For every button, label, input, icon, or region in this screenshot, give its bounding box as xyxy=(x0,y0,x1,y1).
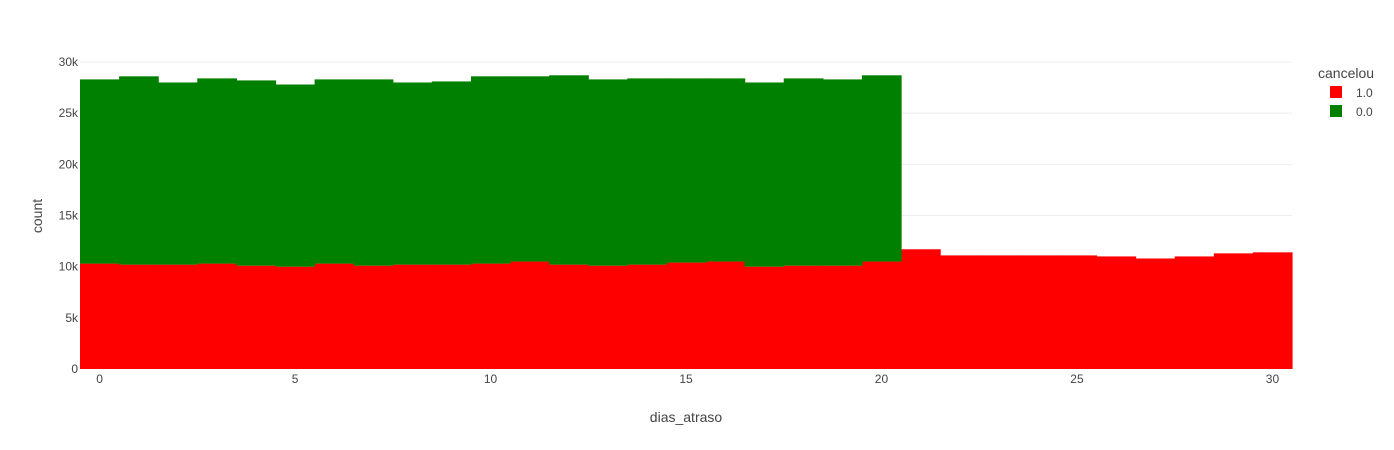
y-axis-title: count xyxy=(29,199,45,233)
x-tick-label: 15 xyxy=(679,372,693,386)
legend-title: cancelou xyxy=(1318,65,1374,81)
bar-series-0.0[interactable] xyxy=(783,78,824,266)
x-tick-label: 0 xyxy=(96,372,103,386)
bar-series-0.0[interactable] xyxy=(197,78,237,264)
legend-item-1[interactable]: 1.0 xyxy=(1330,86,1373,100)
bar-series-0.0[interactable] xyxy=(119,76,159,265)
bar-series-1.0[interactable] xyxy=(627,264,668,369)
bar-series-1.0[interactable] xyxy=(1174,256,1215,369)
bar-series-1.0[interactable] xyxy=(822,265,863,369)
bar-series-1.0[interactable] xyxy=(901,249,941,369)
y-tick-label: 25k xyxy=(59,106,79,120)
bar-series-1.0[interactable] xyxy=(979,255,1019,369)
y-tick-label: 5k xyxy=(65,311,79,325)
bar-series-1.0[interactable] xyxy=(236,265,277,369)
bar-series-1.0[interactable] xyxy=(510,261,550,369)
legend-item-0[interactable]: 0.0 xyxy=(1330,105,1373,119)
bar-series-1.0[interactable] xyxy=(588,265,628,369)
bar-series-0.0[interactable] xyxy=(705,78,746,262)
bars xyxy=(80,75,1293,369)
bar-series-1.0[interactable] xyxy=(1213,253,1254,369)
legend-swatch-1 xyxy=(1330,86,1342,98)
bar-series-0.0[interactable] xyxy=(392,82,433,265)
bar-series-0.0[interactable] xyxy=(549,75,589,265)
bar-series-0.0[interactable] xyxy=(666,78,707,263)
bar-series-1.0[interactable] xyxy=(861,261,902,369)
y-tick-label: 10k xyxy=(59,260,79,274)
bar-series-1.0[interactable] xyxy=(1096,256,1137,369)
bar-series-1.0[interactable] xyxy=(705,261,746,369)
bar-series-0.0[interactable] xyxy=(80,79,120,264)
bar-series-1.0[interactable] xyxy=(1135,258,1176,369)
bar-series-1.0[interactable] xyxy=(744,266,785,369)
x-tick-label: 25 xyxy=(1070,372,1084,386)
bar-series-0.0[interactable] xyxy=(353,79,394,266)
y-tick-label: 15k xyxy=(59,209,79,223)
bar-series-1.0[interactable] xyxy=(158,264,198,369)
bar-series-0.0[interactable] xyxy=(431,81,472,265)
x-tick-label: 5 xyxy=(292,372,299,386)
y-tick-label: 20k xyxy=(59,157,79,171)
x-tick-label: 20 xyxy=(875,372,889,386)
bar-series-1.0[interactable] xyxy=(783,265,824,369)
bar-series-1.0[interactable] xyxy=(666,262,707,369)
x-tick-label: 10 xyxy=(484,372,498,386)
bar-series-1.0[interactable] xyxy=(80,263,120,369)
bar-series-0.0[interactable] xyxy=(744,82,785,267)
bar-series-1.0[interactable] xyxy=(431,264,472,369)
bar-series-0.0[interactable] xyxy=(861,75,902,262)
bar-series-1.0[interactable] xyxy=(940,255,980,369)
bar-series-1.0[interactable] xyxy=(353,265,394,369)
bar-series-1.0[interactable] xyxy=(1057,255,1098,369)
x-tick-label: 30 xyxy=(1266,372,1280,386)
bar-series-0.0[interactable] xyxy=(510,76,550,262)
bar-series-0.0[interactable] xyxy=(627,78,668,265)
bar-series-0.0[interactable] xyxy=(470,76,511,264)
x-axis: 0 5 10 15 20 25 30 xyxy=(96,372,1279,386)
bar-series-1.0[interactable] xyxy=(470,263,511,369)
bar-series-0.0[interactable] xyxy=(236,80,277,266)
y-tick-label: 30k xyxy=(59,55,79,69)
legend: cancelou 1.0 0.0 xyxy=(1318,65,1374,119)
bar-series-0.0[interactable] xyxy=(588,79,628,266)
y-axis: 0 5k 10k 15k 20k 25k 30k xyxy=(59,55,79,376)
bar-series-1.0[interactable] xyxy=(197,263,237,369)
legend-label-1: 1.0 xyxy=(1356,86,1373,100)
bar-series-1.0[interactable] xyxy=(1018,255,1059,369)
legend-label-0: 0.0 xyxy=(1356,105,1373,119)
bar-series-1.0[interactable] xyxy=(1252,252,1293,369)
legend-swatch-0 xyxy=(1330,105,1342,117)
y-tick-label: 0 xyxy=(71,362,78,376)
bar-series-1.0[interactable] xyxy=(549,264,589,369)
bar-series-1.0[interactable] xyxy=(314,263,355,369)
bar-series-1.0[interactable] xyxy=(392,264,433,369)
x-axis-title: dias_atraso xyxy=(650,409,723,425)
bar-series-0.0[interactable] xyxy=(275,84,316,267)
bar-series-1.0[interactable] xyxy=(275,266,316,369)
bar-series-0.0[interactable] xyxy=(822,79,863,266)
bar-series-0.0[interactable] xyxy=(158,82,198,265)
bar-series-1.0[interactable] xyxy=(119,264,159,369)
bar-series-0.0[interactable] xyxy=(314,79,355,264)
